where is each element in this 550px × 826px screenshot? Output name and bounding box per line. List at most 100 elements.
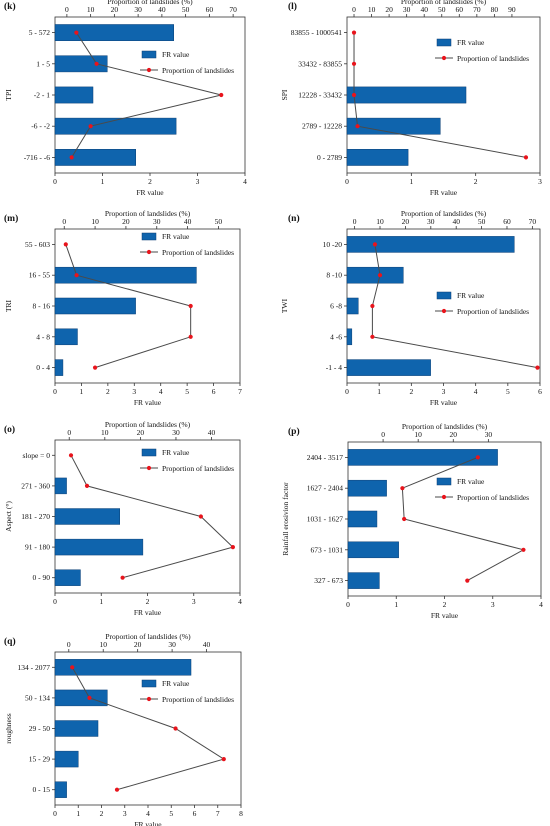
top-tick-label: 0 [62,217,66,226]
category-label: 0 - 2789 [317,153,342,162]
panel-label: (k) [4,1,16,12]
category-label: 2404 - 3517 [307,453,343,462]
fr-bar [346,86,467,104]
x-tick-label: 2 [148,177,152,186]
panel-label: (o) [4,424,15,435]
proportion-marker [87,695,92,701]
category-label: 1 - 5 [36,59,50,68]
panel-label: (m) [4,213,18,224]
category-label: 6 -8 [330,302,342,311]
proportion-marker [63,242,68,247]
proportion-marker [535,365,540,370]
legend-bar-swatch [141,679,157,688]
x-tick-label: 6 [538,387,542,396]
legend-bar-swatch [436,38,452,47]
legend-marker-swatch [441,494,447,500]
x-tick-label: 3 [491,600,495,609]
category-label: 181 - 270 [21,512,50,521]
fr-bar [54,569,81,586]
x-tick-label: 4 [243,177,247,186]
top-tick-label: 60 [456,5,464,14]
proportion-marker [120,575,125,580]
top-tick-label: 80 [491,5,499,14]
fr-bar [54,24,174,41]
proportion-marker [377,273,383,278]
proportion-marker [523,155,529,160]
legend-bar-swatch [436,291,452,300]
fr-bar [346,359,431,376]
x-tick-label: 7 [216,809,220,818]
category-label: -6 - -2 [31,122,50,131]
proportion-marker [70,665,75,670]
proportion-line [401,456,525,582]
x-tick-label: 4 [539,600,543,609]
x-axis-title: FR value [136,188,164,197]
proportion-marker [475,455,480,460]
x-axis-title: FR value [430,398,458,407]
y-axis-title: TPI [4,89,13,101]
top-tick-label: 50 [478,217,486,226]
fr-bar [54,359,64,376]
y-axis-title: TRI [4,299,13,312]
x-tick-label: 4 [238,597,242,606]
x-tick-label: 2 [409,387,413,396]
legend-bar-swatch [436,477,452,486]
fr-bar [346,266,404,284]
category-label: 0 - 15 [33,785,51,794]
x-axis-title: FR value [431,611,459,620]
legend-bar-swatch [141,232,157,241]
x-tick-label: 0 [345,387,349,396]
legend-marker-swatch [146,465,152,471]
top-tick-label: 40 [420,5,428,14]
x-tick-label: 4 [159,387,163,396]
legend: FR value Proportion of landslides [140,448,234,473]
x-tick-label: 3 [196,177,200,186]
x-tick-label: 3 [442,387,446,396]
x-tick-label: 3 [192,597,196,606]
category-label: 4 - 8 [36,332,50,341]
x-tick-label: 6 [212,387,216,396]
proportion-marker [370,334,375,339]
fr-bar [54,750,79,768]
x-axis-title: FR value [430,188,458,197]
fr-bar [54,149,136,166]
legend-line-label: Proportion of landslides [162,695,234,704]
x-tick-label: 1 [377,387,381,396]
legend-line-label: Proportion of landslides [457,307,529,316]
legend-marker-swatch [146,249,152,255]
legend-bar-label: FR value [162,232,190,241]
legend-marker-swatch [146,696,152,702]
top-tick-label: 40 [208,428,216,437]
category-label: 55 - 603 [25,240,50,249]
legend: FR value Proportion of landslides [140,679,234,704]
x-tick-label: 3 [538,177,542,186]
x-tick-label: 2 [146,597,150,606]
fr-bar [54,55,108,73]
category-label: 673 - 1031 [311,545,344,554]
fr-bar [346,297,359,315]
category-label: 16 - 55 [29,271,50,280]
top-tick-label: 10 [99,640,107,649]
top-tick-label: 10 [91,217,99,226]
x-tick-label: 5 [506,387,510,396]
category-label: 91 - 180 [25,543,50,552]
top-tick-label: 30 [153,217,161,226]
category-label: 1031 - 1627 [307,515,343,524]
top-tick-label: 10 [414,430,422,439]
fr-bar [54,328,78,346]
top-tick-label: 20 [134,640,142,649]
panel-o: slope = 0 271 - 360 181 - 270 91 - 180 0 - 9… [4,420,242,617]
x-tick-label: 8 [239,809,243,818]
panel-p: 2404 - 3517 1627 - 2404 1031 - 1627 673 - 1… [281,422,543,620]
x-tick-label: 1 [394,600,398,609]
top-tick-label: 30 [172,428,180,437]
x-tick-label: 0 [53,177,57,186]
y-axis-title: SPI [280,89,289,100]
panel-label: (p) [288,426,300,437]
fr-bar [54,538,144,556]
top-axis-title: Proportion of landslides (%) [401,209,487,218]
top-tick-label: 40 [158,5,166,14]
top-axis-title: Proportion of landslides (%) [402,422,488,431]
x-tick-label: 3 [123,809,127,818]
